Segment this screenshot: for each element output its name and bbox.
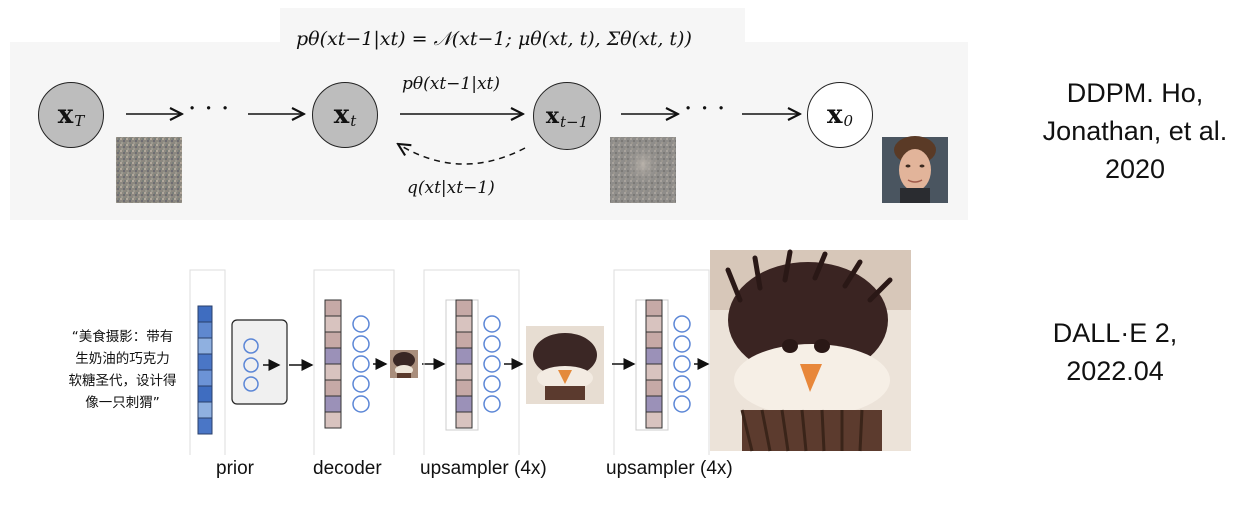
forward-transition-label: pθ(xt−1|xt) xyxy=(402,74,501,94)
noise-image-xT xyxy=(116,137,182,203)
label-decoder: decoder xyxy=(313,458,382,479)
text-prompt: “美食摄影：带有 生奶油的巧克力 软糖圣代，设计得 像一只刺猬” xyxy=(68,329,177,411)
label-upsampler-1: upsampler (4x) xyxy=(420,458,547,479)
prior-network-box xyxy=(231,319,288,405)
reverse-process-formula: pθ(xt−1|xt) = 𝒩(xt−1; μθ(xt, t), Σθ(xt, … xyxy=(296,28,692,50)
upsampler-1-embedding xyxy=(455,299,473,429)
ddpm-citation: DDPM. Ho, Jonathan, et al. 2020 xyxy=(1042,78,1228,184)
label-prior: prior xyxy=(216,458,255,479)
dalle2-pipeline xyxy=(189,249,911,455)
dalle2-citation: DALL·E 2, 2022.04 xyxy=(1052,318,1178,386)
prior-stage xyxy=(189,269,314,455)
ddpm-arrows xyxy=(116,0,948,203)
generated-image-64 xyxy=(390,350,418,378)
generated-image-1024 xyxy=(710,249,911,452)
generated-image-256 xyxy=(526,326,604,404)
ellipsis-right: · · · xyxy=(684,94,726,124)
arrow-reverse-dashed xyxy=(398,144,526,165)
upsampler-stage-1 xyxy=(423,269,604,455)
ellipsis-left: · · · xyxy=(188,94,230,124)
clean-face-image xyxy=(882,136,948,203)
image-embedding-column xyxy=(324,299,342,429)
upsampler-2-embedding xyxy=(645,299,663,429)
formula-box xyxy=(280,8,745,50)
node-xt-minus-1: x t−1 xyxy=(533,82,601,150)
reverse-transition-label: q(xt|xt−1) xyxy=(407,178,495,198)
label-upsampler-2: upsampler (4x) xyxy=(606,458,733,479)
upsampler-stage-2 xyxy=(612,269,710,455)
decoder-stage xyxy=(313,269,446,455)
text-embedding-column xyxy=(197,305,213,435)
